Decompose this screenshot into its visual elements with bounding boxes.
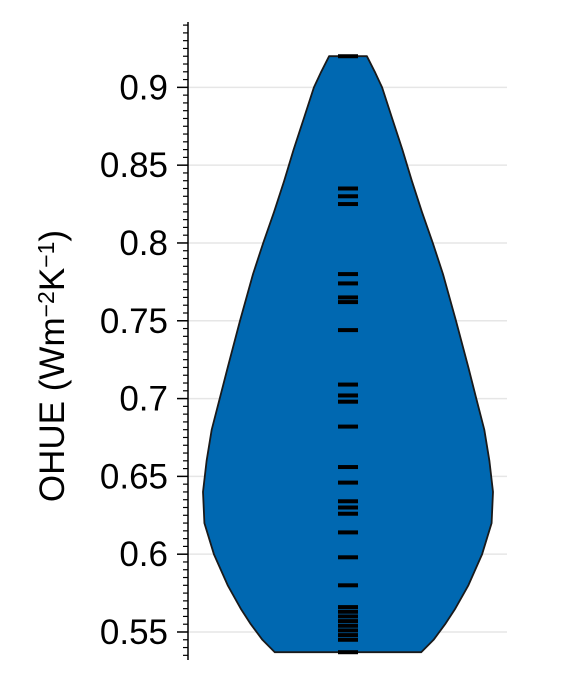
violin-body (202, 55, 494, 654)
y-axis-label-part-1: −2 (33, 291, 59, 317)
y-tick-label-4: 0.75 (100, 302, 168, 341)
y-tick-label-1: 0.6 (119, 535, 168, 574)
data-marker-13 (338, 505, 358, 510)
data-marker-3 (338, 628, 358, 633)
y-tick-label-2: 0.65 (100, 457, 168, 496)
y-axis-label-part-3: −1 (33, 242, 59, 268)
data-marker-24 (338, 281, 358, 286)
data-marker-17 (338, 424, 358, 429)
data-marker-0 (338, 650, 358, 655)
data-marker-22 (338, 300, 358, 305)
data-marker-9 (338, 583, 358, 588)
data-marker-6 (338, 614, 358, 619)
data-marker-26 (338, 202, 358, 207)
data-marker-4 (338, 623, 358, 628)
y-tick-label-0: 0.55 (100, 613, 168, 652)
data-marker-8 (338, 605, 358, 610)
data-marker-15 (338, 480, 358, 485)
y-tick-label-3: 0.7 (119, 380, 168, 419)
data-marker-27 (338, 194, 358, 199)
data-marker-21 (338, 328, 358, 333)
data-marker-28 (338, 186, 358, 191)
data-marker-10 (338, 555, 358, 560)
data-marker-11 (338, 530, 358, 535)
y-axis-label: OHUE (Wm−2K−1) (33, 230, 72, 502)
data-marker-12 (338, 511, 358, 516)
data-marker-2 (338, 633, 358, 638)
y-axis-ticks: 0.55 0.6 0.65 0.7 0.75 0.8 0.85 0.9 (100, 24, 188, 656)
data-marker-29 (338, 54, 358, 59)
data-marker-18 (338, 399, 358, 404)
y-tick-label-7: 0.9 (119, 68, 168, 107)
y-tick-label-6: 0.85 (100, 146, 168, 185)
data-marker-1 (338, 637, 358, 642)
data-marker-23 (338, 295, 358, 300)
data-marker-20 (338, 382, 358, 387)
y-axis-label-part-2: K (33, 268, 72, 291)
y-tick-label-5: 0.8 (119, 224, 168, 263)
y-axis-label-part-4: ) (33, 230, 72, 242)
data-marker-7 (338, 609, 358, 614)
data-markers (338, 54, 358, 655)
data-marker-5 (338, 619, 358, 624)
data-marker-16 (338, 465, 358, 470)
data-marker-14 (338, 499, 358, 504)
data-marker-25 (338, 272, 358, 277)
y-axis-label-part-0: OHUE (Wm (33, 317, 72, 502)
data-marker-19 (338, 393, 358, 398)
